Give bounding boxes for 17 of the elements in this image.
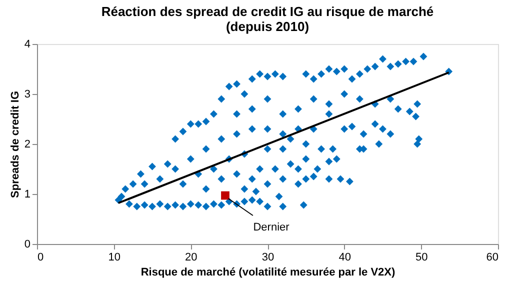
y-tick-label: 1 bbox=[24, 188, 30, 200]
x-axis-title: Risque de marché (volatilité mesurée par le V2X) bbox=[140, 266, 396, 278]
text: Réaction des spread de credit IG au risque de marché bbox=[101, 4, 434, 19]
x-tick-label: 20 bbox=[185, 252, 198, 264]
x-tick-label: 10 bbox=[108, 252, 120, 264]
y-axis-title: Spreads de credit IG bbox=[9, 91, 22, 198]
y-tick-label: 4 bbox=[24, 38, 30, 50]
y-tick-label: 0 bbox=[24, 238, 30, 250]
x-tick-label: 30 bbox=[262, 252, 274, 264]
text: (depuis 2010) bbox=[226, 19, 310, 34]
x-tick-label: 60 bbox=[486, 252, 498, 264]
x-tick-label: 40 bbox=[338, 252, 351, 264]
y-tick-label: 2 bbox=[24, 138, 30, 150]
x-tick-label: 50 bbox=[416, 252, 428, 264]
annotation: Dernier bbox=[253, 222, 290, 234]
x-tick-label: 0 bbox=[38, 252, 44, 264]
y-tick-label: 3 bbox=[24, 88, 30, 100]
